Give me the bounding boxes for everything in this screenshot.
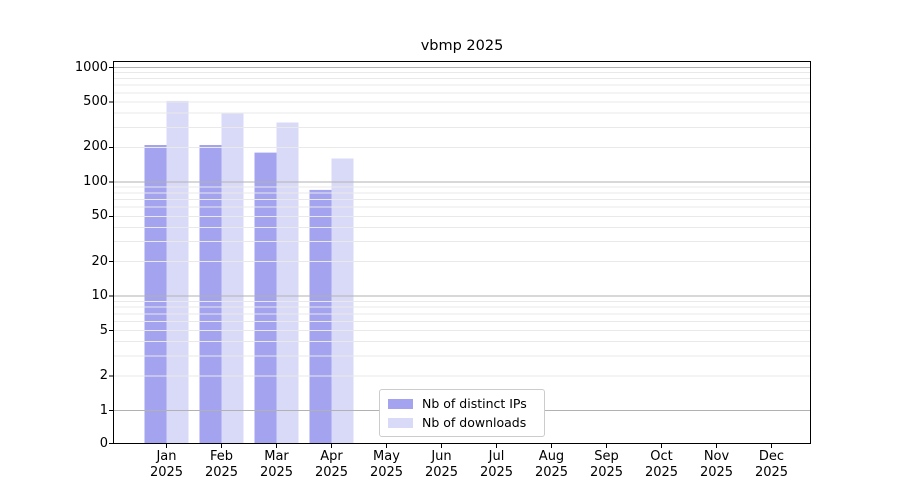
x-axis-tick-label-line: 2025 xyxy=(534,465,569,480)
x-axis-tick-label-line: 2025 xyxy=(589,465,624,480)
x-axis-tick-label-line: Jan xyxy=(156,449,177,464)
bar-jan-s1 xyxy=(166,100,189,444)
x-axis-tick-label: Mar 2025 xyxy=(249,449,305,481)
y-axis-tick-label: 1000 xyxy=(74,59,108,75)
legend: Nb of distinct IPs Nb of downloads xyxy=(379,389,545,437)
x-axis-tick-label-line: Jun xyxy=(431,449,452,464)
y-axis-tick-label: 50 xyxy=(91,208,108,224)
x-axis-tick-label-line: 2025 xyxy=(149,465,184,480)
legend-item-distinct-ips: Nb of distinct IPs xyxy=(388,396,536,411)
bar-feb-s1 xyxy=(221,113,244,444)
x-axis-tick-label: Apr 2025 xyxy=(304,449,360,481)
x-axis-tick-label: Jun 2025 xyxy=(414,449,470,481)
legend-label-distinct-ips: Nb of distinct IPs xyxy=(422,396,527,411)
x-axis-tick-label-line: May xyxy=(373,449,400,464)
legend-item-downloads: Nb of downloads xyxy=(388,415,536,430)
x-axis-tick-label-line: Dec xyxy=(758,449,785,464)
bar-jan-s0 xyxy=(144,145,167,444)
plot-border xyxy=(113,61,811,444)
y-axis-tick-label: 2 xyxy=(99,368,108,384)
x-axis-tick-label-line: Jul xyxy=(488,449,505,464)
x-axis-tick-label-line: 2025 xyxy=(754,465,789,480)
x-axis-tick-label-line: Oct xyxy=(650,449,673,464)
x-axis-tick-label-line: 2025 xyxy=(259,465,294,480)
bar-feb-s0 xyxy=(199,145,222,444)
y-axis-tick-label: 5 xyxy=(99,322,108,338)
x-axis-tick-label-line: Feb xyxy=(209,449,234,464)
y-axis-tick-label: 200 xyxy=(83,139,108,155)
x-axis-tick-label-line: Nov xyxy=(703,449,730,464)
x-axis-tick-label-line: 2025 xyxy=(479,465,514,480)
x-axis-tick-label: Nov 2025 xyxy=(689,449,745,481)
x-axis-tick-label-line: 2025 xyxy=(314,465,349,480)
x-axis-tick-label: Sep 2025 xyxy=(579,449,635,481)
y-axis-tick-label: 10 xyxy=(91,288,108,304)
x-axis-tick-label: Aug 2025 xyxy=(524,449,580,481)
x-axis-tick-label-line: Apr xyxy=(320,449,343,464)
x-axis-tick-label-line: Mar xyxy=(264,449,289,464)
x-axis-tick-label: Dec 2025 xyxy=(744,449,800,481)
legend-label-downloads: Nb of downloads xyxy=(422,415,527,430)
bar-mar-s0 xyxy=(254,152,277,444)
y-axis-tick-label: 100 xyxy=(83,173,108,189)
x-axis-tick-label: Feb 2025 xyxy=(194,449,250,481)
legend-swatch-distinct-ips xyxy=(388,398,413,409)
y-axis-tick-label: 1 xyxy=(99,402,108,418)
bar-mar-s1 xyxy=(276,122,299,444)
bar-apr-s0 xyxy=(309,189,332,444)
x-axis-tick-label-line: 2025 xyxy=(204,465,239,480)
chart-title: vbmp 2025 xyxy=(420,38,504,54)
x-axis-tick-label-line: 2025 xyxy=(644,465,679,480)
x-axis-tick-label-line: Aug xyxy=(538,449,565,464)
y-axis-tick-label: 20 xyxy=(91,253,108,269)
x-axis-tick-label: Oct 2025 xyxy=(634,449,690,481)
y-axis-tick-label: 0 xyxy=(99,435,108,451)
x-axis-tick-label-line: 2025 xyxy=(369,465,404,480)
x-axis-tick-label-line: Sep xyxy=(594,449,619,464)
legend-swatch-downloads xyxy=(388,417,413,428)
x-axis-tick-label-line: 2025 xyxy=(424,465,459,480)
x-axis-tick-label: Jan 2025 xyxy=(139,449,195,481)
x-axis-tick-label-line: 2025 xyxy=(699,465,734,480)
x-axis-tick-label: May 2025 xyxy=(359,449,415,481)
y-axis-tick-label: 500 xyxy=(83,93,108,109)
x-axis-tick-label: Jul 2025 xyxy=(469,449,525,481)
